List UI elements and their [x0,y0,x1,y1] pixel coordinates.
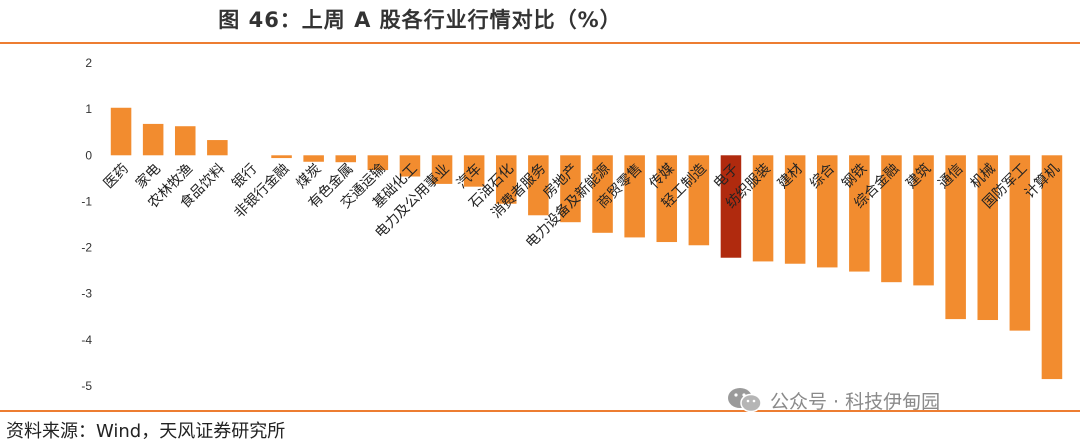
bar [881,155,902,283]
y-tick-label: -5 [81,379,92,393]
y-tick-label: -4 [81,333,92,347]
bar [1041,155,1063,380]
bar [303,155,324,162]
watermark: 公众号 · 科技伊甸园 [726,386,940,414]
bar [110,107,132,156]
bar [463,155,485,187]
source-note: 资料来源：Wind，天风证券研究所 [6,421,286,442]
bar [656,155,678,243]
bar [592,155,613,233]
y-tick-label: -1 [81,194,92,208]
bar [431,155,453,184]
bar [977,155,999,321]
bar [784,155,806,264]
y-axis: 2 1 0 -1 -2 -3 -4 -5 [81,56,92,393]
bar [945,155,966,320]
watermark-text: 公众号 · 科技伊甸园 [770,390,941,413]
bar [720,155,742,258]
bar [816,155,838,268]
bar [271,155,292,159]
wechat-icon [728,388,762,413]
bar [528,155,549,216]
title-divider [0,42,1080,44]
bar [495,155,517,204]
y-tick-label: 2 [85,56,92,70]
bar [207,140,228,156]
bar [399,155,421,177]
category-label: 医药 [101,161,132,192]
bar [752,155,774,262]
bar [688,155,710,246]
bar [335,155,357,163]
bar [913,155,934,286]
bar [849,155,870,272]
bar [624,155,645,238]
bar [367,155,389,171]
y-tick-label: -3 [81,287,92,301]
bars-group [110,107,1063,380]
footer-divider [0,410,1080,412]
bar [142,123,164,156]
chart-title: 图 46：上周 A 股各行业行情对比（%） [218,8,622,32]
bar [174,126,196,156]
y-tick-label: 0 [85,148,92,162]
bar [1009,155,1031,331]
bar [560,155,581,223]
y-tick-label: 1 [85,102,92,116]
y-tick-label: -2 [81,241,92,255]
